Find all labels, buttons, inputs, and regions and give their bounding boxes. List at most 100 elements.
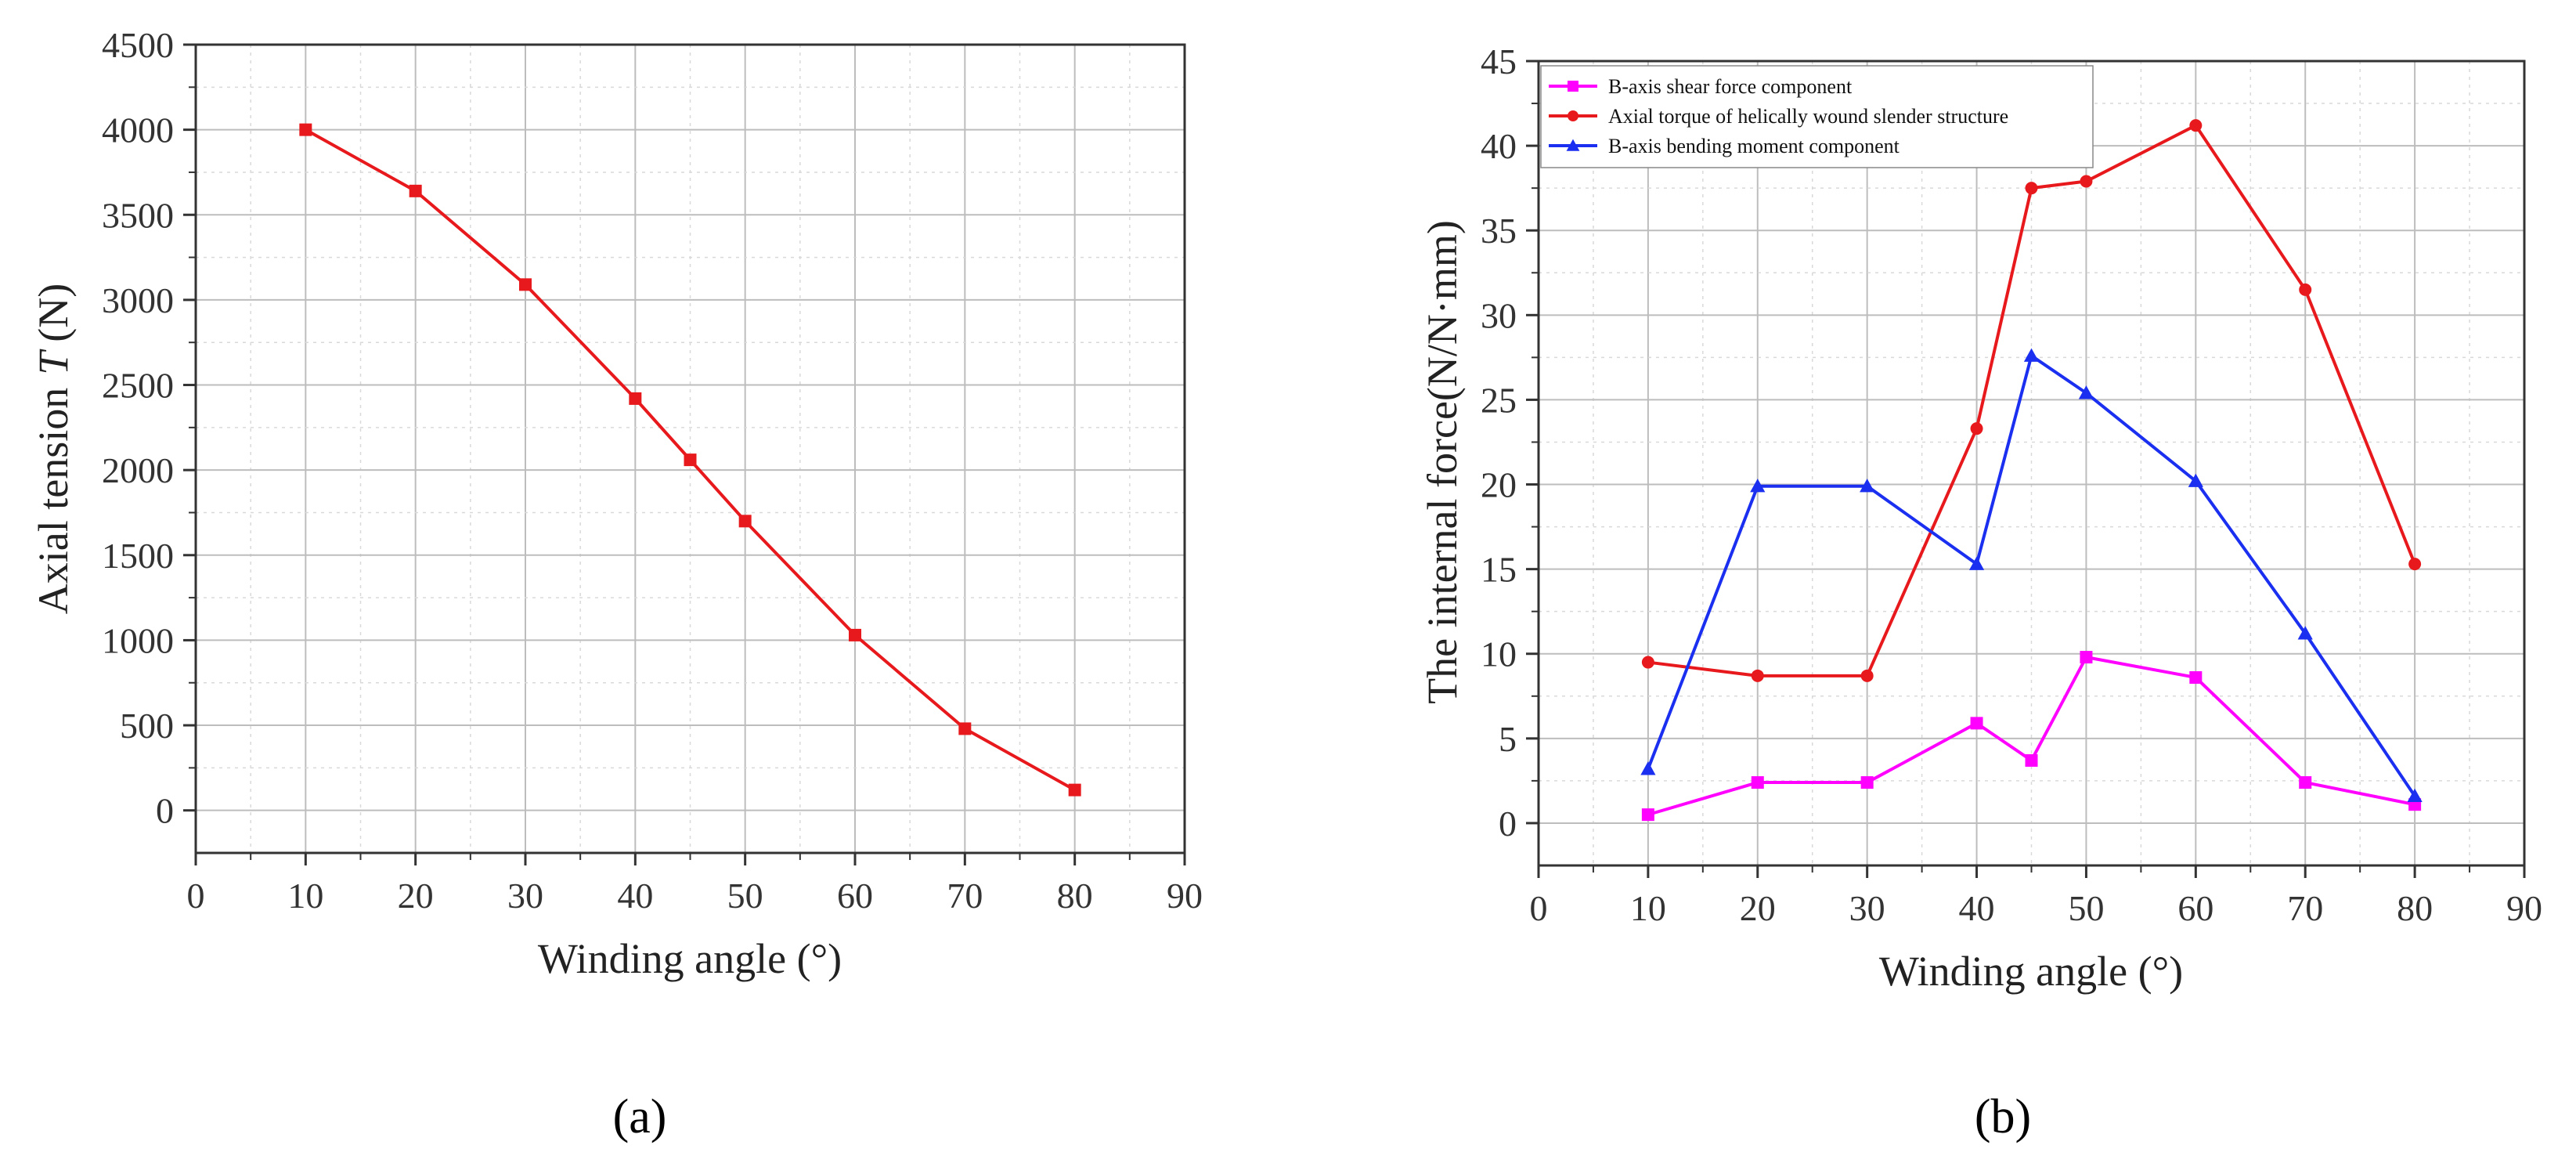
data-point [1751,669,1764,682]
x-tick-label: 10 [287,876,323,916]
y-tick-label: 4000 [102,110,174,150]
chart-a-xlabel: Winding angle (°) [538,935,842,982]
data-point [1968,556,1985,570]
data-point [2407,788,2423,803]
chart-b-legend: B-axis shear force component Axial torque… [1540,65,2094,168]
data-point [2297,626,2313,640]
y-tick-label: 2000 [102,450,174,490]
data-point [2080,175,2093,188]
data-point [1860,479,1875,493]
chart-a-ylabel-unit: (N) [30,284,77,342]
y-tick-label: 15 [1481,550,1517,590]
data-point [1641,656,1654,669]
y-tick-label: 1000 [102,620,174,660]
x-tick-label: 40 [617,876,653,916]
y-tick-label: 40 [1481,126,1517,166]
data-point [1970,422,1983,435]
x-tick-label: 80 [1057,876,1093,916]
data-point [2078,385,2094,399]
data-point [2188,473,2203,487]
x-tick-label: 50 [727,876,763,916]
legend-marker [1566,139,1580,151]
chart-a-ylabel: Axial tension T (N) [30,284,77,614]
x-tick-label: 40 [1959,888,1995,928]
y-tick-label: 10 [1481,634,1517,674]
x-tick-label: 90 [2506,888,2542,928]
y-tick-label: 30 [1481,295,1517,335]
chart-b-ylabel: The internal force(N/N·mm) [1419,220,1466,704]
data-point [1860,669,1874,682]
y-tick-label: 0 [1499,804,1517,844]
y-tick-label: 500 [120,706,174,746]
y-tick-label: 20 [1481,465,1517,505]
legend-label: B-axis bending moment component [1608,135,1900,157]
chart-b-legend-box [1540,65,2094,168]
x-tick-label: 20 [1740,888,1776,928]
legend-label: B-axis shear force component [1608,75,1853,98]
chart-a-ylabel-var: T [30,349,77,375]
x-tick-label: 50 [2068,888,2104,928]
y-tick-label: 25 [1481,380,1517,420]
data-point [2299,283,2312,296]
data-point [2080,651,2093,664]
chart-b-panel-label: (b) [1975,1090,2031,1144]
data-point [1641,808,1654,822]
x-tick-label: 0 [187,876,205,916]
data-point [2189,119,2203,132]
x-tick-label: 30 [507,876,543,916]
data-point [738,515,752,528]
chart-a-axes: 0 10 20 30 40 50 60 70 80 90 0 500 1000 1500 2000 2500 3… [102,25,1203,916]
chart-b-series [1640,119,2423,822]
data-point [2189,671,2203,685]
y-tick-label: 2500 [102,366,174,406]
chart-a-series [299,123,1081,797]
x-tick-label: 90 [1167,876,1203,916]
chart-b-legend-items: B-axis shear force component Axial torque… [1549,75,2008,157]
chart-b: 0 10 20 30 40 50 60 70 80 90 0 5 10 15 20 25 30 35 40 45 Wi… [1419,42,2542,1144]
legend-label: Axial torque of helically wound slender … [1608,105,2008,128]
y-tick-label: 0 [156,791,174,831]
data-point [2023,348,2040,362]
chart-b-xlabel: Winding angle (°) [1879,948,2183,995]
data-point [1750,479,1766,493]
chart-b-axes: 0 10 20 30 40 50 60 70 80 90 0 5 10 15 20 25 30 35 40 45 [1481,42,2542,928]
data-point [1970,717,1983,730]
x-tick-label: 70 [947,876,983,916]
chart-a-ylabel-text: Axial tension [30,388,77,614]
y-tick-label: 3000 [102,280,174,320]
x-tick-label: 0 [1530,888,1548,928]
data-point [1860,776,1874,789]
data-point [629,392,642,405]
data-point [409,184,422,197]
data-point [2408,558,2422,571]
data-point [684,453,697,467]
legend-marker [1568,110,1578,121]
data-point [299,123,312,136]
chart-a-panel-label: (a) [613,1090,667,1144]
data-point [1751,776,1764,789]
legend-marker [1568,81,1578,92]
y-tick-label: 3500 [102,195,174,235]
data-point [1640,761,1656,775]
data-point [519,278,532,291]
chart-a: 0 10 20 30 40 50 60 70 80 90 0 500 1000 1500 2000 2500 3… [30,25,1203,1144]
data-point [2299,776,2312,789]
x-tick-label: 30 [1849,888,1885,928]
x-tick-label: 10 [1630,888,1666,928]
data-point [958,722,972,735]
x-tick-label: 20 [398,876,434,916]
data-point [2025,753,2038,767]
data-point [1068,783,1081,797]
data-point [849,628,861,641]
x-tick-label: 60 [2177,888,2213,928]
x-tick-label: 70 [2287,888,2323,928]
x-tick-label: 80 [2397,888,2433,928]
y-tick-label: 45 [1481,42,1517,81]
y-tick-label: 35 [1481,211,1517,251]
y-tick-label: 1500 [102,536,174,576]
data-point [2025,182,2038,195]
y-tick-label: 5 [1499,719,1517,759]
y-tick-label: 4500 [102,25,174,65]
x-tick-label: 60 [837,876,873,916]
